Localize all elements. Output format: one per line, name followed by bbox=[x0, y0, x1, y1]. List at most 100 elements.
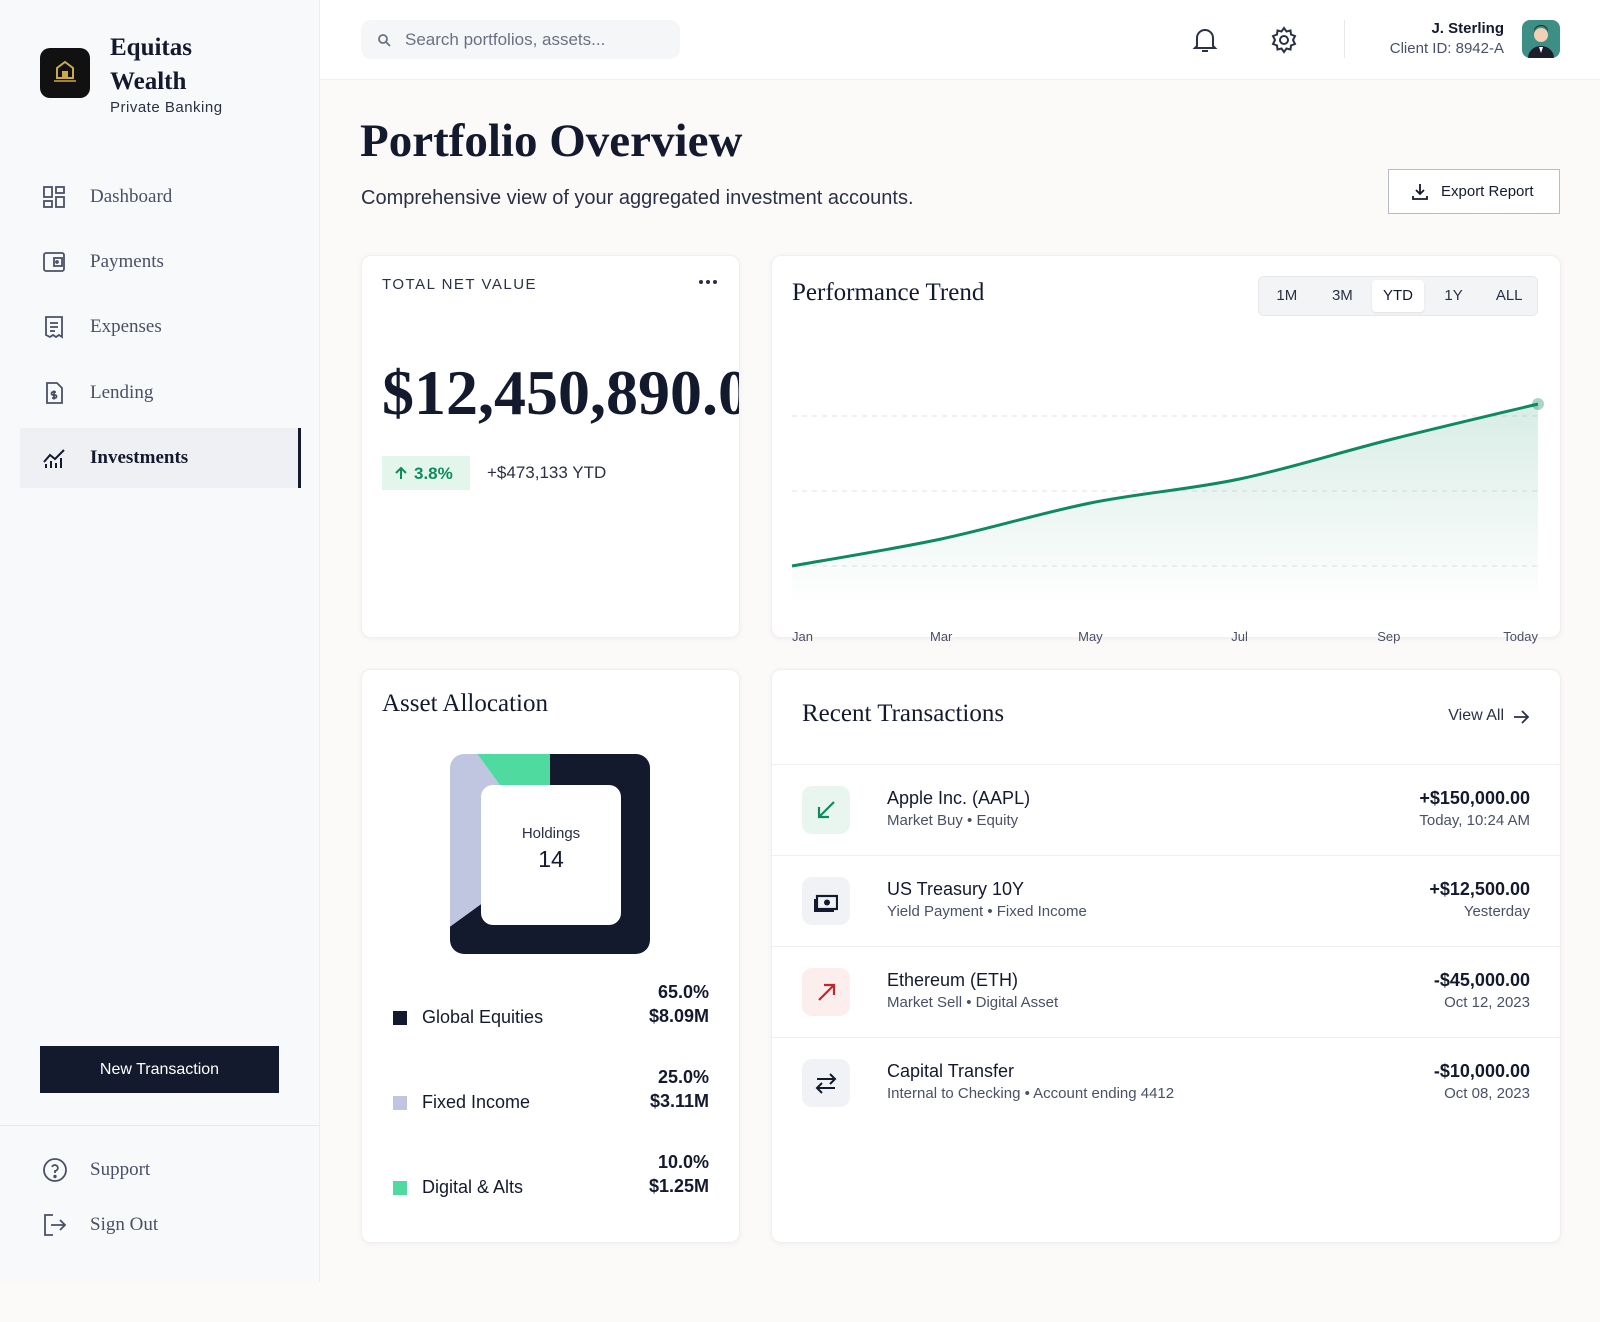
export-button[interactable]: Export Report bbox=[1388, 169, 1560, 214]
change-percent: 3.8% bbox=[414, 464, 453, 483]
nav-icon bbox=[43, 252, 65, 272]
nav-item[interactable]: Dashboard bbox=[20, 169, 298, 225]
transaction-detail: Market Sell • Digital Asset bbox=[887, 994, 1059, 1011]
performance-card: Performance Trend 1M 3M YTD 1Y ALL bbox=[771, 255, 1561, 638]
net-value-label: TOTAL NET VALUE bbox=[382, 276, 538, 293]
more-icon[interactable] bbox=[698, 278, 718, 286]
legend-swatch bbox=[393, 1181, 407, 1195]
transaction-name: US Treasury 10Y bbox=[887, 879, 1025, 899]
range-option[interactable]: 1Y bbox=[1444, 287, 1463, 304]
legend-amount: $3.11M bbox=[649, 1091, 709, 1111]
transaction-time: Oct 08, 2023 bbox=[1444, 1085, 1530, 1102]
icon-glyph bbox=[814, 894, 838, 912]
brand-tagline: Private Banking bbox=[110, 99, 223, 116]
user-name: J. Sterling bbox=[1431, 20, 1504, 37]
transaction-time: Yesterday bbox=[1463, 903, 1530, 920]
nav-icon bbox=[43, 186, 65, 208]
settings-icon[interactable] bbox=[1270, 26, 1298, 54]
nav-label: Investments bbox=[90, 447, 189, 468]
donut-center: Holdings 14 bbox=[481, 785, 621, 925]
legend-label: Global Equities bbox=[422, 1007, 544, 1027]
new-transaction-button[interactable]: New Transaction bbox=[40, 1046, 279, 1093]
nav-label: Payments bbox=[90, 251, 164, 272]
transaction-name: Capital Transfer bbox=[887, 1061, 1015, 1081]
net-value: $12,450,890.00 bbox=[382, 357, 739, 428]
transaction-detail: Market Buy • Equity bbox=[887, 812, 1019, 829]
legend-amount: $1.25M bbox=[648, 1176, 709, 1196]
transaction-time: Oct 12, 2023 bbox=[1444, 994, 1530, 1011]
transaction-icon bbox=[802, 1059, 850, 1107]
avatar[interactable] bbox=[1522, 20, 1560, 58]
footer-nav-item[interactable]: Sign Out bbox=[20, 1197, 298, 1253]
search-icon bbox=[378, 34, 391, 47]
transaction-row[interactable]: Ethereum (ETH) Market Sell • Digital Asse… bbox=[772, 947, 1560, 1038]
transaction-name: Ethereum (ETH) bbox=[887, 970, 1019, 990]
export-label: Export Report bbox=[1441, 183, 1534, 200]
up-arrow bbox=[395, 466, 407, 479]
range-option[interactable]: 3M bbox=[1331, 287, 1353, 304]
transaction-row[interactable]: US Treasury 10Y Yield Payment • Fixed Inc… bbox=[772, 856, 1560, 947]
sidebar: Equitas Wealth Private Banking Dashboard… bbox=[0, 0, 320, 1282]
view-all-link[interactable]: View All bbox=[1448, 707, 1504, 724]
range-option[interactable]: ALL bbox=[1495, 287, 1523, 304]
nav-item[interactable]: Expenses bbox=[20, 299, 298, 355]
transaction-name: Apple Inc. (AAPL) bbox=[887, 788, 1031, 808]
net-value-card: TOTAL NET VALUE $12,450,890.00 3.8% +$47… bbox=[361, 255, 740, 638]
client-id: Client ID: 8942-A bbox=[1389, 40, 1504, 57]
logo-icon bbox=[54, 60, 76, 82]
legend-percent: 10.0% bbox=[657, 1152, 709, 1172]
transactions-card: Recent Transactions View All Apple Inc. … bbox=[771, 669, 1561, 1243]
allocation-title: Asset Allocation bbox=[382, 690, 548, 717]
transaction-amount: -$10,000.00 bbox=[1433, 1061, 1530, 1081]
center-value: 14 bbox=[538, 846, 564, 872]
change-badge: 3.8% bbox=[382, 456, 470, 490]
chart-title: Performance Trend bbox=[792, 279, 985, 306]
transaction-amount: +$12,500.00 bbox=[1429, 879, 1530, 899]
icon-glyph bbox=[815, 1073, 837, 1094]
nav-label: Expenses bbox=[90, 316, 162, 337]
allocation-card: Asset Allocation Holdings 14 Global Equi… bbox=[361, 669, 740, 1243]
footer-nav-item[interactable]: Support bbox=[20, 1142, 298, 1198]
brand-name: Equitas Wealth bbox=[110, 34, 192, 95]
divider bbox=[772, 764, 1560, 765]
transaction-time: Today, 10:24 AM bbox=[1419, 812, 1530, 829]
icon-glyph bbox=[818, 983, 836, 1001]
page-subtitle: Comprehensive view of your aggregated in… bbox=[361, 187, 914, 209]
range-selector: 1M 3M YTD 1Y ALL bbox=[1258, 276, 1538, 316]
nav-icon bbox=[43, 449, 65, 468]
legend-amount: $8.09M bbox=[648, 1006, 709, 1026]
transaction-row[interactable]: Capital Transfer Internal to Checking • A… bbox=[772, 1038, 1560, 1128]
range-option[interactable]: 1M bbox=[1276, 287, 1298, 304]
page-title: Portfolio Overview bbox=[360, 115, 743, 167]
nav-item[interactable]: Investments bbox=[20, 428, 301, 488]
arrow-right bbox=[1514, 710, 1530, 724]
transaction-icon bbox=[802, 968, 850, 1016]
range-option[interactable]: YTD bbox=[1371, 280, 1424, 312]
download-icon bbox=[1412, 184, 1428, 200]
transaction-icon bbox=[802, 786, 850, 834]
transaction-amount: -$45,000.00 bbox=[1433, 970, 1530, 990]
center-label: Holdings bbox=[521, 825, 581, 842]
legend-label: Digital & Alts bbox=[422, 1177, 524, 1197]
legend-swatch bbox=[393, 1011, 407, 1025]
transaction-icon bbox=[802, 877, 850, 925]
nav-label: Lending bbox=[90, 382, 154, 403]
transaction-row[interactable]: Apple Inc. (AAPL) Market Buy • Equity +$15… bbox=[772, 765, 1560, 856]
nav-label: Support bbox=[90, 1159, 151, 1180]
divider bbox=[1344, 20, 1345, 58]
search-box[interactable]: Search portfolios, assets... bbox=[361, 20, 680, 59]
legend-percent: 65.0% bbox=[657, 982, 709, 1002]
nav-item[interactable]: Lending bbox=[20, 365, 298, 421]
nav-item[interactable]: Payments bbox=[20, 234, 298, 290]
logo bbox=[40, 48, 90, 98]
bell-icon[interactable] bbox=[1192, 26, 1218, 54]
nav-icon bbox=[46, 382, 63, 404]
avatar-image bbox=[1528, 25, 1554, 58]
change-amount: +$473,133 YTD bbox=[487, 463, 607, 482]
legend-label: Fixed Income bbox=[422, 1092, 531, 1112]
transaction-detail: Internal to Checking • Account ending 44… bbox=[887, 1085, 1175, 1102]
nav-label: Dashboard bbox=[90, 186, 173, 207]
nav-icon bbox=[44, 1214, 67, 1236]
nav-icon bbox=[43, 1158, 67, 1182]
